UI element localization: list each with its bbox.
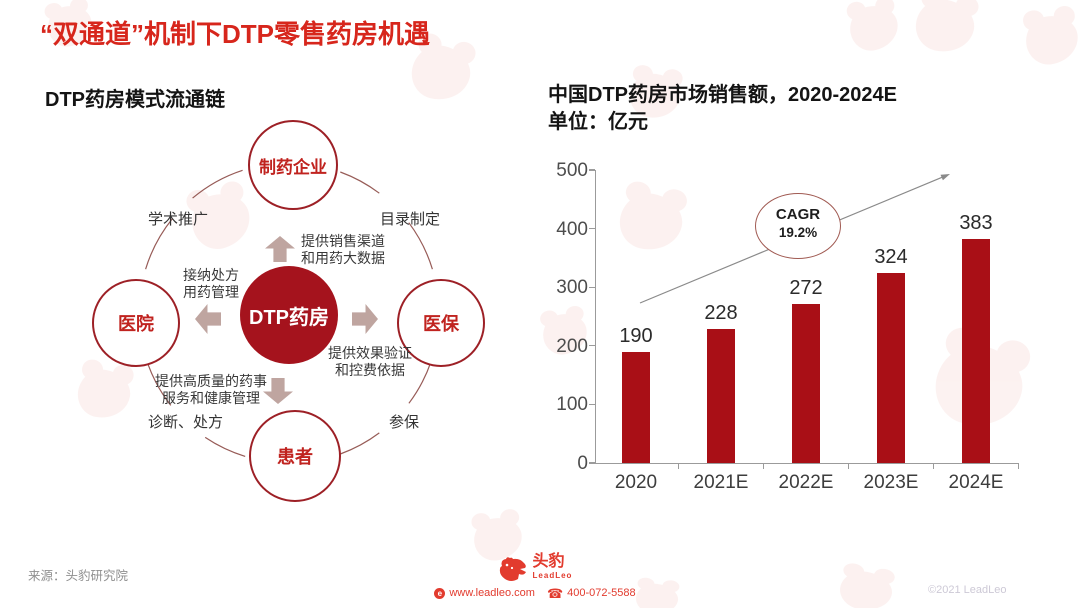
cagr-label: CAGR	[775, 206, 821, 223]
leadleo-leopard-logo-icon	[499, 557, 526, 581]
arrow-label-up: 提供销售渠道 和用药大数据	[301, 233, 385, 266]
arrow-label-down: 提供高质量的药事 服务和健康管理	[155, 373, 267, 406]
arrow-label-right: 提供效果验证 和控费依据	[328, 345, 412, 378]
bar	[792, 304, 820, 463]
edge-label-academic-promotion: 学术推广	[147, 211, 208, 228]
brand-name: 头豹	[532, 553, 565, 570]
source-note: 来源：头豹研究院	[28, 569, 129, 583]
cagr-bubble: CAGR 19.2%	[755, 193, 841, 259]
node-pharma-company-label: 制药企业	[259, 157, 327, 177]
y-axis-tick	[589, 228, 595, 230]
bar	[962, 239, 990, 463]
chart-heading: 中国DTP药房市场销售额，2020-2024E	[548, 84, 897, 106]
y-axis-tick	[589, 286, 595, 288]
bar	[877, 273, 905, 463]
chart-unit-label: 单位：亿元	[548, 111, 648, 133]
bar	[622, 352, 650, 463]
edge-label-diagnosis-prescription: 诊断、处方	[147, 414, 223, 431]
x-axis-tick	[1018, 463, 1020, 469]
phone-number: 400-072-5588	[567, 587, 636, 599]
y-tick-label: 0	[577, 453, 588, 474]
x-tick-label: 2023E	[863, 472, 919, 493]
y-axis-tick	[589, 169, 595, 171]
bar-chart-plot: 0 100 200 300 400 500 190 2020 228 2021E 272 2022E 3…	[556, 160, 1036, 510]
y-axis-tick	[589, 345, 595, 347]
y-tick-label: 200	[556, 335, 588, 357]
y-tick-label: 500	[556, 160, 588, 181]
website-text: www.leadleo.com	[449, 587, 535, 599]
x-tick-label: 2022E	[778, 472, 834, 493]
bar	[707, 329, 735, 463]
bar-value-label: 190	[619, 325, 653, 347]
bar-value-label: 324	[874, 246, 908, 268]
arrow-label-left: 接纳处方 用药管理	[183, 267, 239, 300]
footer-brand-block: 头豹 LeadLeo e www.leadleo.com ☎ 400-072-5…	[415, 553, 655, 601]
node-medical-insurance-label: 医保	[423, 314, 459, 334]
node-hospital: 医院	[92, 279, 180, 367]
globe-icon: e	[434, 587, 446, 599]
x-axis-tick	[848, 463, 850, 469]
x-tick-label: 2024E	[948, 472, 1004, 493]
bar-value-label: 228	[704, 302, 738, 324]
node-patient-label: 患者	[277, 447, 313, 467]
x-axis-tick	[763, 463, 765, 469]
y-axis	[595, 170, 597, 463]
page-title: “双通道”机制下DTP零售药房机遇	[40, 19, 431, 49]
bar-chart: 0 100 200 300 400 500 190 2020 228 2021E 272 2022E 3…	[556, 160, 1036, 510]
x-tick-label: 2021E	[693, 472, 749, 493]
x-axis-tick	[933, 463, 935, 469]
cagr-value: 19.2%	[778, 225, 818, 240]
node-medical-insurance: 医保	[397, 279, 485, 367]
y-tick-label: 400	[556, 218, 588, 240]
x-axis-tick	[678, 463, 680, 469]
x-tick-label: 2020	[614, 472, 658, 493]
edge-label-catalog-setting: 目录制定	[379, 211, 440, 228]
node-patient: 患者	[249, 410, 341, 502]
node-hospital-label: 医院	[118, 314, 154, 334]
y-axis-tick	[589, 462, 595, 464]
x-axis	[595, 463, 1019, 465]
node-pharma-company: 制药企业	[248, 120, 338, 210]
node-dtp-pharmacy-label: DTP药房	[249, 306, 329, 329]
y-axis-tick	[589, 403, 595, 405]
phone-icon: ☎	[546, 585, 564, 601]
node-dtp-pharmacy: DTP药房	[240, 266, 338, 364]
y-tick-label: 300	[556, 277, 588, 299]
bar-value-label: 272	[789, 277, 823, 299]
copyright-text: ©2021 LeadLeo	[928, 584, 1007, 596]
brand-subname: LeadLeo	[532, 571, 573, 580]
edge-label-insured: 参保	[388, 414, 419, 431]
diagram-heading: DTP药房模式流通链	[45, 89, 225, 111]
y-tick-label: 100	[556, 394, 588, 416]
bar-value-label: 383	[959, 212, 993, 234]
